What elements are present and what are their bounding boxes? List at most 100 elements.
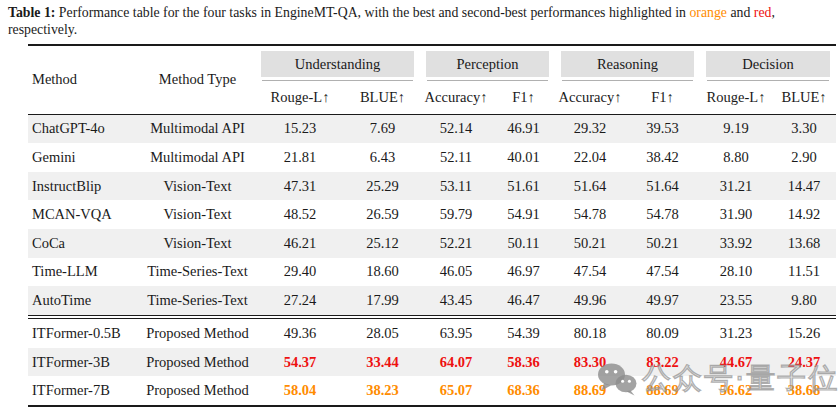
method-type: Multimodal API (140, 143, 255, 172)
metric-value: 52.14 (420, 114, 492, 143)
method-name: ChatGPT-4o (28, 114, 140, 143)
table-row: AutoTimeTime-Series-Text27.2417.9943.454… (28, 286, 836, 315)
col-header-decision-blue: BLUE↑ (772, 81, 836, 115)
metric-value: 54.37 (255, 348, 345, 377)
group-reasoning-label: Reasoning (561, 51, 694, 77)
metric-value: 80.18 (555, 319, 625, 348)
metric-value: 50.11 (492, 229, 555, 258)
group-perception-label: Perception (426, 51, 549, 77)
metric-value: 31.21 (700, 172, 772, 201)
method-type: Multimodal API (140, 114, 255, 143)
metric-value: 88.69 (555, 376, 625, 406)
metric-value: 9.19 (700, 114, 772, 143)
metric-value: 23.55 (700, 286, 772, 315)
metric-value: 56.62 (700, 376, 772, 406)
metric-value: 18.60 (345, 258, 420, 287)
table-row: ITFormer-7BProposed Method58.0438.2365.0… (28, 376, 836, 406)
metric-value: 38.42 (625, 143, 700, 172)
method-name: Time-LLM (28, 258, 140, 287)
metric-value: 25.12 (345, 229, 420, 258)
col-header-perception-accuracy: Accuracy↑ (420, 81, 492, 115)
col-header-understanding-blue: BLUE↑ (345, 81, 420, 115)
col-header-decision-rouge-l: Rouge-L↑ (700, 81, 772, 115)
metric-value: 39.53 (625, 114, 700, 143)
metric-value: 54.78 (555, 200, 625, 229)
col-header-perception-f1: F1↑ (492, 81, 555, 115)
metric-value: 48.52 (255, 200, 345, 229)
metric-value: 38.68 (772, 376, 836, 406)
metric-value: 43.45 (420, 286, 492, 315)
metric-value: 83.22 (625, 348, 700, 377)
metric-value: 46.97 (492, 258, 555, 287)
caption-label: Table 1: (8, 5, 55, 20)
table-row: Time-LLMTime-Series-Text29.4018.6046.054… (28, 258, 836, 287)
metric-value: 47.31 (255, 172, 345, 201)
metric-value: 2.90 (772, 143, 836, 172)
method-name: MCAN-VQA (28, 200, 140, 229)
metric-value: 31.90 (700, 200, 772, 229)
method-name: AutoTime (28, 286, 140, 315)
metric-value: 44.67 (700, 348, 772, 377)
metric-value: 25.29 (345, 172, 420, 201)
group-decision: Decision (700, 45, 836, 81)
col-header-understanding-rouge-l: Rouge-L↑ (255, 81, 345, 115)
col-header-reasoning-f1: F1↑ (625, 81, 700, 115)
table-caption: Table 1: Performance table for the four … (8, 5, 836, 39)
group-understanding: Understanding (255, 45, 420, 81)
method-name: CoCa (28, 229, 140, 258)
metric-value: 13.68 (772, 229, 836, 258)
method-type: Time-Series-Text (140, 258, 255, 287)
table-row: CoCaVision-Text46.2125.1252.2150.1150.21… (28, 229, 836, 258)
metric-value: 26.59 (345, 200, 420, 229)
performance-table: Method Method Type Understanding Percept… (28, 44, 836, 407)
col-header-reasoning-accuracy: Accuracy↑ (555, 81, 625, 115)
metric-value: 40.01 (492, 143, 555, 172)
metric-value: 15.26 (772, 319, 836, 348)
method-type: Vision-Text (140, 172, 255, 201)
metric-value: 64.07 (420, 348, 492, 377)
metric-value: 17.99 (345, 286, 420, 315)
metric-value: 28.10 (700, 258, 772, 287)
group-reasoning: Reasoning (555, 45, 700, 81)
method-name: ITFormer-0.5B (28, 319, 140, 348)
metric-value: 49.96 (555, 286, 625, 315)
metric-value: 49.97 (625, 286, 700, 315)
table-body: ChatGPT-4oMultimodal API15.237.6952.1446… (28, 114, 836, 406)
caption-connector: and (727, 5, 754, 20)
table-row: GeminiMultimodal API21.816.4352.1140.012… (28, 143, 836, 172)
metric-value: 14.92 (772, 200, 836, 229)
metric-value: 33.44 (345, 348, 420, 377)
method-type: Proposed Method (140, 376, 255, 406)
metric-value: 63.95 (420, 319, 492, 348)
metric-value: 29.32 (555, 114, 625, 143)
metric-value: 14.47 (772, 172, 836, 201)
group-understanding-label: Understanding (261, 51, 414, 77)
metric-value: 50.21 (625, 229, 700, 258)
metric-value: 80.09 (625, 319, 700, 348)
metric-value: 50.21 (555, 229, 625, 258)
table-row: ITFormer-0.5BProposed Method49.3628.0563… (28, 319, 836, 348)
caption-body: Performance table for the four tasks in … (55, 5, 689, 20)
method-type: Vision-Text (140, 200, 255, 229)
metric-value: 58.36 (492, 348, 555, 377)
metric-value: 38.23 (345, 376, 420, 406)
metric-value: 28.05 (345, 319, 420, 348)
table-row: MCAN-VQAVision-Text48.5226.5959.7954.915… (28, 200, 836, 229)
method-name: ITFormer-3B (28, 348, 140, 377)
metric-value: 6.43 (345, 143, 420, 172)
metric-value: 65.07 (420, 376, 492, 406)
metric-value: 46.91 (492, 114, 555, 143)
metric-value: 51.64 (625, 172, 700, 201)
metric-value: 21.81 (255, 143, 345, 172)
metric-value: 54.78 (625, 200, 700, 229)
metric-value: 47.54 (555, 258, 625, 287)
metric-value: 46.05 (420, 258, 492, 287)
metric-value: 68.36 (492, 376, 555, 406)
method-type: Proposed Method (140, 319, 255, 348)
metric-value: 29.40 (255, 258, 345, 287)
metric-value: 53.11 (420, 172, 492, 201)
table-row: InstructBlipVision-Text47.3125.2953.1151… (28, 172, 836, 201)
group-header-row: Method Method Type Understanding Percept… (28, 45, 836, 81)
table-row: ChatGPT-4oMultimodal API15.237.6952.1446… (28, 114, 836, 143)
metric-value: 11.51 (772, 258, 836, 287)
